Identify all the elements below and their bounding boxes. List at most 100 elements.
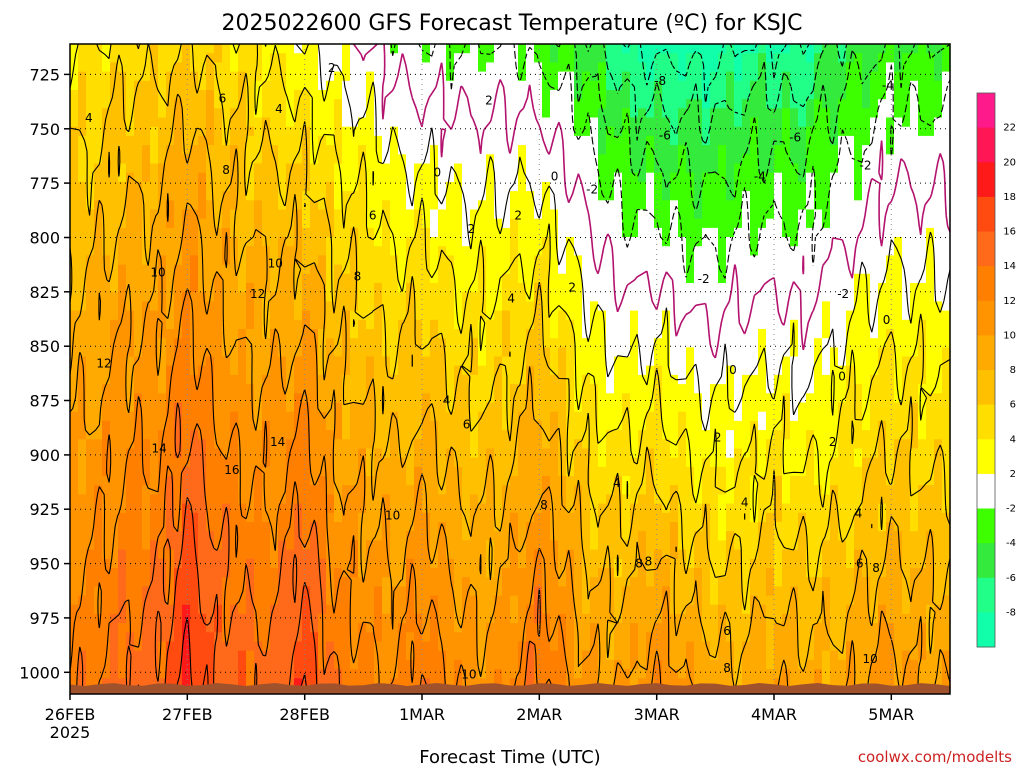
field-cell	[374, 430, 383, 440]
field-cell	[286, 163, 295, 174]
field-cell	[390, 678, 399, 689]
field-cell	[278, 448, 287, 459]
field-cell	[438, 402, 447, 413]
field-cell	[310, 365, 319, 376]
field-cell	[206, 503, 215, 514]
field-cell	[414, 678, 423, 689]
field-cell	[302, 347, 311, 358]
field-cell	[246, 218, 255, 229]
field-cell	[406, 384, 415, 394]
field-cell	[622, 172, 631, 183]
field-cell	[494, 430, 503, 440]
field-cell	[110, 457, 119, 468]
field-cell	[326, 338, 335, 348]
field-cell	[390, 356, 399, 367]
field-cell	[230, 503, 239, 514]
field-cell	[478, 485, 487, 495]
field-cell	[150, 448, 159, 459]
field-cell	[270, 494, 279, 505]
field-cell	[422, 531, 431, 541]
field-cell	[278, 365, 287, 376]
field-cell	[406, 494, 415, 505]
field-cell	[294, 531, 303, 541]
field-cell	[566, 209, 575, 220]
field-cell	[502, 338, 511, 348]
field-cell	[246, 246, 255, 256]
field-cell	[390, 71, 399, 82]
field-cell	[446, 319, 455, 330]
field-cell	[614, 172, 623, 183]
field-cell	[318, 512, 327, 523]
field-cell	[558, 191, 567, 201]
field-cell	[166, 577, 175, 587]
field-cell	[422, 632, 431, 643]
field-cell	[366, 632, 375, 643]
field-cell	[470, 301, 479, 312]
field-cell	[278, 393, 287, 404]
field-cell	[494, 632, 503, 643]
field-cell	[286, 227, 295, 238]
field-cell	[110, 218, 119, 229]
field-cell	[214, 522, 223, 532]
field-cell	[166, 604, 175, 615]
field-cell	[454, 558, 463, 569]
field-cell	[398, 338, 407, 348]
field-cell	[118, 522, 127, 532]
field-cell	[422, 237, 431, 247]
field-cell	[462, 402, 471, 413]
field-cell	[294, 568, 303, 578]
field-cell	[334, 503, 343, 514]
field-cell	[358, 641, 367, 652]
field-cell	[334, 476, 343, 486]
field-cell	[614, 181, 623, 192]
field-cell	[198, 163, 207, 174]
field-cell	[558, 512, 567, 523]
field-cell	[94, 522, 103, 532]
field-cell	[638, 237, 647, 247]
field-cell	[582, 586, 591, 597]
field-cell	[214, 641, 223, 652]
field-cell	[294, 80, 303, 91]
field-cell	[142, 283, 151, 293]
field-cell	[446, 430, 455, 440]
field-cell	[262, 338, 271, 348]
field-cell	[134, 632, 143, 643]
field-cell	[278, 512, 287, 523]
field-cell	[342, 457, 351, 468]
field-cell	[622, 347, 631, 358]
field-cell	[286, 512, 295, 523]
field-cell	[70, 476, 79, 486]
field-cell	[94, 439, 103, 450]
field-cell	[374, 466, 383, 477]
field-cell	[206, 420, 215, 431]
field-cell	[374, 218, 383, 229]
field-cell	[166, 319, 175, 330]
field-cell	[326, 659, 335, 670]
field-cell	[294, 613, 303, 624]
field-cell	[142, 393, 151, 404]
field-cell	[134, 99, 143, 109]
field-cell	[134, 374, 143, 385]
field-cell	[246, 145, 255, 155]
field-cell	[206, 568, 215, 578]
field-cell	[302, 595, 311, 606]
field-cell	[206, 577, 215, 587]
field-cell	[182, 191, 191, 201]
field-cell	[470, 292, 479, 302]
field-cell	[174, 255, 183, 266]
field-cell	[574, 623, 583, 633]
field-cell	[206, 99, 215, 109]
field-cell	[390, 292, 399, 302]
field-cell	[486, 439, 495, 450]
field-cell	[70, 577, 79, 587]
field-cell	[622, 218, 631, 229]
field-cell	[470, 466, 479, 477]
field-cell	[262, 126, 271, 137]
field-cell	[190, 126, 199, 137]
field-cell	[134, 669, 143, 679]
field-cell	[174, 595, 183, 606]
field-cell	[238, 466, 247, 477]
field-cell	[582, 522, 591, 532]
field-cell	[358, 71, 367, 82]
field-cell	[366, 650, 375, 661]
